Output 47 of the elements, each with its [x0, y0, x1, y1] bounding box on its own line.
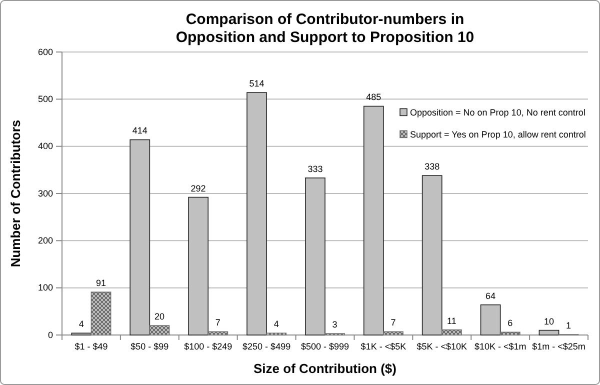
- x-tick-label: $1K - <$5K: [360, 341, 406, 352]
- data-label: 7: [215, 318, 220, 328]
- bar: [149, 325, 170, 336]
- x-tick-label: $250 - $499: [242, 341, 291, 352]
- bar: [500, 332, 520, 336]
- x-tick-label: $1m - <$25m: [532, 341, 586, 352]
- data-label: 333: [308, 164, 323, 174]
- data-label: 91: [96, 278, 106, 288]
- data-label: 64: [486, 290, 496, 301]
- legend-label: Opposition = No on Prop 10, No rent control: [410, 108, 586, 118]
- bar: [208, 331, 228, 336]
- data-label: 7: [390, 318, 396, 328]
- x-axis-title: Size of Contribution ($): [254, 361, 396, 376]
- bar: [480, 304, 501, 336]
- data-label: 6: [508, 318, 513, 328]
- data-label: 1: [566, 320, 572, 331]
- data-label: 4: [78, 319, 84, 330]
- x-tick-label: $1 - $49: [74, 341, 108, 352]
- y-tick-label: 400: [38, 141, 53, 152]
- data-label: 4: [274, 319, 279, 330]
- x-tick-label: $100 - $249: [184, 341, 232, 352]
- x-tick-label: $10K - <$1m: [474, 341, 526, 352]
- x-tick-label: $50 - $99: [130, 341, 169, 352]
- y-tick-label: 200: [38, 236, 53, 246]
- y-tick-label: 300: [38, 188, 53, 198]
- y-tick-label: 500: [38, 94, 53, 104]
- data-label: 10: [544, 316, 554, 326]
- x-tick-label: $500 - $999: [300, 341, 350, 352]
- y-tick-label: 0: [48, 330, 53, 340]
- data-label: 485: [366, 92, 382, 102]
- y-axis-title: Number of Contributors: [8, 120, 23, 268]
- legend-label: Support = Yes on Prop 10, allow rent control: [410, 130, 586, 140]
- data-label: 338: [424, 162, 440, 172]
- data-label: 414: [132, 126, 148, 136]
- data-label: 3: [332, 320, 338, 330]
- data-label: 292: [190, 183, 206, 194]
- x-tick-label: $5K - <$10K: [416, 341, 468, 352]
- y-tick-label: 600: [38, 46, 53, 57]
- data-label: 20: [154, 312, 164, 322]
- bar: [90, 292, 112, 336]
- data-label: 514: [249, 78, 264, 89]
- y-tick-label: 100: [38, 282, 53, 293]
- bar: [383, 331, 404, 336]
- chart-title: Comparison of Contributor-numbers in Opposition and Support to Proposition 10: [176, 11, 474, 46]
- bar: [538, 330, 560, 336]
- bar: [441, 329, 462, 336]
- data-label: 11: [447, 316, 456, 326]
